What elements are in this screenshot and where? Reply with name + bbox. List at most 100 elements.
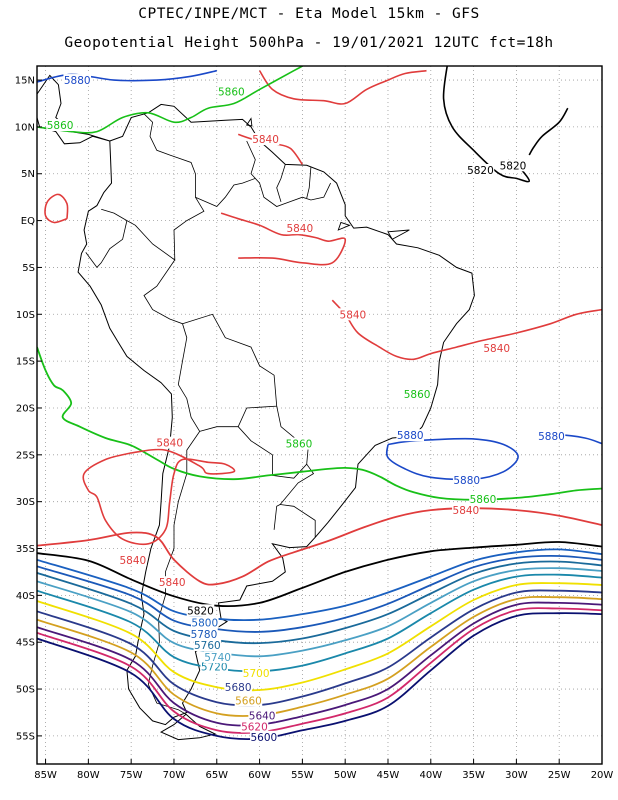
lat-tick-label: 35S: [16, 544, 35, 555]
contour-line-5840-pacific: [44, 193, 69, 224]
coastline-tierra-del-fuego: [159, 713, 217, 741]
contour-label-bg: [537, 430, 566, 443]
country-border: [147, 431, 201, 715]
contour-label: 5780: [191, 629, 218, 641]
lon-tick-label: 55W: [291, 770, 314, 781]
contour-label: 5840: [156, 438, 183, 450]
country-border: [306, 167, 312, 199]
contour-label-bg: [452, 504, 480, 517]
contour-line-5840-north: [258, 69, 427, 105]
lon-tick-label: 40W: [419, 770, 442, 781]
lon-tick-label: 80W: [77, 770, 100, 781]
lon-tick-label: 70W: [163, 770, 186, 781]
contour-label: 5880: [64, 75, 91, 87]
lon-tick-label: 85W: [34, 770, 57, 781]
contour-label-bg: [452, 474, 481, 487]
lat-tick-label: 15S: [16, 357, 35, 368]
coastline-island: [387, 229, 410, 240]
lat-tick-label: 55S: [16, 731, 35, 742]
contour-label: 5800: [191, 618, 218, 630]
contour-label-bg: [339, 308, 367, 321]
lon-tick-label: 45W: [377, 770, 400, 781]
contour-label-bg: [466, 163, 495, 176]
axis-labels: 15N 10N 5N EQ 5S 10S 15S 20S 25S 30S 35S 40S 45S 50S 5…: [15, 76, 614, 781]
country-border: [182, 313, 278, 427]
contour-label-bg: [158, 576, 187, 589]
lat-tick-label: 25S: [16, 450, 35, 461]
contour-label: 5620: [241, 722, 268, 734]
contour-label-bg: [469, 492, 497, 505]
lon-tick-label: 25W: [548, 770, 571, 781]
contour-label-bg: [155, 436, 184, 449]
country-border: [276, 164, 286, 203]
contour-label: 5720: [201, 662, 228, 674]
contour-label: 5840: [159, 577, 186, 589]
contour-label-bg: [403, 387, 431, 400]
lat-tick-label: EQ: [21, 216, 35, 227]
contour-label: 5680: [225, 682, 252, 694]
contour-label: 5840: [453, 505, 480, 517]
contour-label-bg: [240, 720, 269, 733]
contour-line-5740: [37, 567, 602, 658]
contour-line-5880-south-atlantic: [385, 437, 519, 481]
contour-line-5600: [37, 612, 602, 741]
contour-label-bg: [119, 553, 147, 566]
contour-label-bg: [203, 651, 232, 664]
country-border: [279, 463, 316, 538]
contour-label-bg: [250, 730, 278, 743]
contour-label-bg: [46, 119, 74, 132]
contour-line-5780: [37, 555, 602, 633]
contour-label-bg: [193, 639, 222, 652]
lon-tick-label: 50W: [334, 770, 357, 781]
contour-label: 5840: [120, 555, 147, 567]
contour-label: 5840: [286, 223, 313, 235]
contour-label-bg: [285, 437, 313, 450]
contour-label-bg: [200, 660, 229, 673]
contour-label-bg: [286, 222, 314, 235]
contour-line-5800: [37, 548, 602, 622]
contour-label-bg: [499, 159, 527, 172]
coastline-island: [207, 49, 213, 53]
contour-label: 5840: [252, 134, 279, 146]
height-contours: [37, 66, 602, 741]
lat-tick-label: 20S: [16, 403, 35, 414]
contour-label-bg: [242, 667, 270, 680]
country-border: [246, 140, 331, 207]
contour-label: 5860: [470, 494, 497, 506]
lon-tick-label: 60W: [248, 770, 271, 781]
contour-label: 5860: [286, 439, 313, 451]
contour-line-5860-north: [37, 66, 303, 134]
lon-tick-label: 30W: [505, 770, 528, 781]
contour-line-5840-amazon: [220, 212, 347, 266]
contour-label: 5860: [218, 86, 245, 98]
grid-lines: [37, 66, 603, 764]
contour-label: 5640: [249, 710, 276, 722]
contour-label: 5860: [47, 120, 74, 132]
contour-label: 5820: [500, 160, 527, 172]
lon-tick-label: 20W: [591, 770, 614, 781]
contour-line-5620: [37, 607, 602, 734]
contour-label-bg: [234, 694, 263, 707]
contour-label: 5840: [483, 343, 510, 355]
country-borders: [85, 113, 331, 715]
country-border: [143, 259, 188, 385]
contour-line-5760: [37, 560, 602, 645]
contour-line-5660: [37, 596, 602, 717]
map-frame: [36, 65, 603, 765]
coastline-island: [245, 117, 253, 127]
contour-label-bg: [224, 681, 252, 694]
contour-line-5720: [37, 573, 602, 673]
lon-tick-label: 75W: [120, 770, 143, 781]
contour-label: 5840: [340, 309, 367, 321]
contour-label-bg: [186, 604, 215, 617]
contour-label-bg: [251, 133, 280, 146]
lat-tick-label: 30S: [16, 497, 35, 508]
contour-label: 5880: [538, 431, 565, 443]
contour-line-5840-east: [331, 299, 602, 361]
contour-label: 5660: [235, 695, 262, 707]
contour-line-5700: [37, 582, 602, 692]
coastline-island: [337, 221, 351, 231]
contour-label: 5740: [204, 652, 231, 664]
